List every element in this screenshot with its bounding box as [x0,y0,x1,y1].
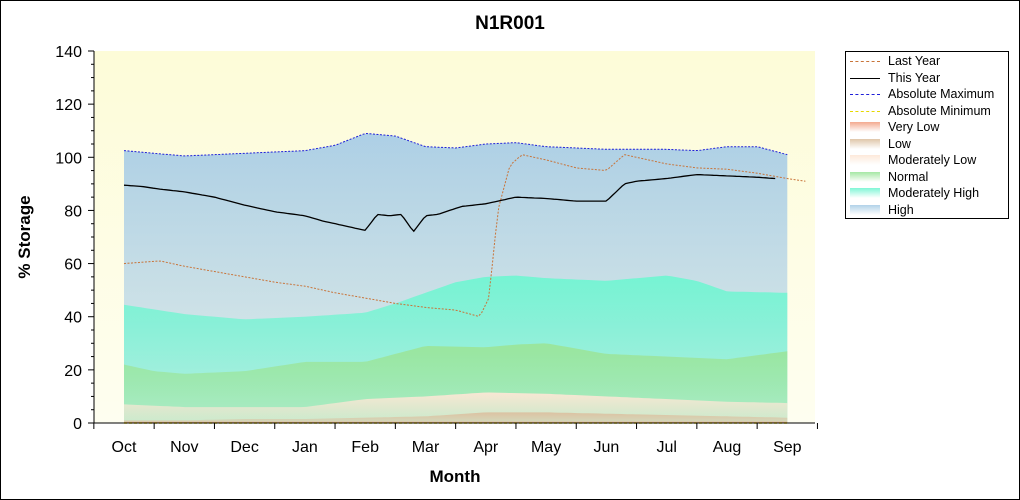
legend-swatch [850,61,880,62]
legend-swatch [850,155,880,165]
x-tick-label: Nov [170,439,198,456]
legend-item-absolute-maximum: Absolute Maximum [846,86,1006,102]
bands-layer [124,133,788,423]
series-this-year [123,173,776,233]
legend-swatch [850,77,880,79]
legend-item-high: High [846,202,1006,218]
legend-label: This Year [888,70,941,85]
y-tick-label: 120 [55,97,82,114]
legend-item-absolute-minimum: Absolute Minimum [846,103,1006,119]
legend-label: Last Year [888,54,941,68]
y-tick-label: 100 [55,150,82,167]
x-tick-label: Mar [412,439,440,456]
legend-label: Absolute Minimum [888,103,991,118]
legend-item-this-year: This Year [846,70,1006,86]
legend-swatch [850,204,880,215]
series-absolute-maximum [123,132,788,157]
legend: Last Year This Year Absolute Maximum Absolu… [845,51,1009,219]
y-tick-label: 40 [64,310,82,327]
y-tick-label: 0 [73,416,82,433]
legend-label: Low [888,136,911,151]
legend-item-moderately-high: Moderately High [846,185,1006,201]
x-tick-label: Aug [713,439,741,456]
legend-swatch [850,171,880,182]
legend-swatch [850,110,880,112]
chart-title: N1R001 [475,13,545,34]
y-tick-label: 140 [55,44,82,61]
legend-item-normal: Normal [846,169,1006,185]
legend-item-last-year: Last Year [846,53,1006,69]
y-axis-title: % Storage [15,195,34,278]
legend-label: Moderately Low [888,153,977,167]
x-axis-title: Month [430,467,481,486]
x-tick-label: Dec [230,439,258,456]
legend-label: High [888,202,914,217]
legend-label: Moderately High [888,186,980,200]
legend-item-low: Low [846,136,1006,152]
x-tick-label: Oct [112,439,137,456]
legend-swatch [850,138,880,149]
x-tick-label: Jan [292,439,318,456]
legend-swatch [850,94,880,95]
band-low [124,412,788,423]
x-tick-label: Apr [473,439,499,456]
legend-label: Very Low [888,120,940,134]
y-tick-label: 20 [64,363,82,380]
x-tick-label: Sep [773,439,802,456]
legend-item-moderately-low: Moderately Low [846,152,1006,168]
legend-label: Absolute Maximum [888,87,995,101]
x-tick-label: Jul [656,439,676,456]
legend-item-very-low: Very Low [846,119,1006,135]
y-tick-label: 60 [64,257,82,274]
legend-label: Normal [888,169,929,184]
x-tick-label: May [531,439,561,456]
axes-layer: 0 20 40 60 80 100 120 140 Oct Nov Dec Jan Feb Mar Apr M… [55,44,818,456]
y-tick-label: 80 [64,203,82,220]
legend-swatch [850,122,880,132]
x-tick-label: Jun [594,439,620,456]
legend-swatch [850,188,880,198]
x-tick-label: Feb [351,439,379,456]
